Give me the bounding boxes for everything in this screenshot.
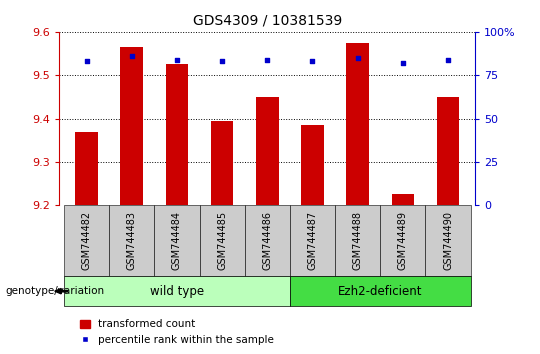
Bar	[211, 121, 233, 205]
Text: GSM744489: GSM744489	[398, 211, 408, 270]
Text: GSM744486: GSM744486	[262, 211, 272, 270]
Text: genotype/variation: genotype/variation	[5, 286, 105, 296]
Bar	[346, 43, 369, 205]
Point	[353, 55, 362, 61]
Bar	[166, 64, 188, 205]
Point	[127, 53, 136, 59]
Bar	[301, 125, 324, 205]
Text: GSM744488: GSM744488	[353, 211, 363, 270]
Text: GSM744485: GSM744485	[217, 211, 227, 270]
Point	[82, 58, 91, 64]
Point	[308, 58, 317, 64]
Text: GSM744487: GSM744487	[307, 211, 318, 270]
Bar	[437, 97, 460, 205]
Title: GDS4309 / 10381539: GDS4309 / 10381539	[193, 14, 342, 28]
Point	[444, 57, 453, 62]
Bar	[256, 97, 279, 205]
Text: Ezh2-deficient: Ezh2-deficient	[338, 285, 422, 298]
Bar	[392, 194, 414, 205]
Point	[218, 58, 226, 64]
Legend: transformed count, percentile rank within the sample: transformed count, percentile rank withi…	[76, 315, 278, 349]
Point	[173, 57, 181, 62]
Point	[263, 57, 272, 62]
Text: GSM744484: GSM744484	[172, 211, 182, 270]
Text: GSM744482: GSM744482	[82, 211, 91, 270]
Point	[399, 60, 407, 66]
Text: GSM744490: GSM744490	[443, 211, 453, 270]
Bar	[75, 132, 98, 205]
Text: wild type: wild type	[150, 285, 204, 298]
Text: GSM744483: GSM744483	[127, 211, 137, 270]
Bar	[120, 47, 143, 205]
